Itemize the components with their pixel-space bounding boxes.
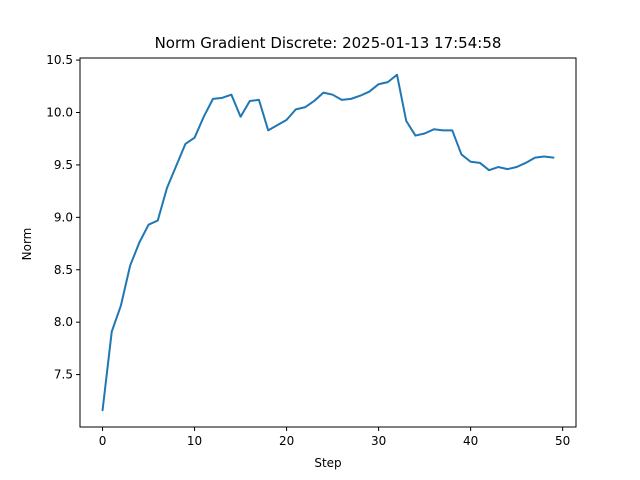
x-tick-label: 50 [555, 434, 570, 448]
series-line [101, 73, 555, 412]
y-tick-label: 7.5 [54, 368, 73, 382]
y-axis-label: Norm [20, 228, 34, 261]
x-axis-label: Step [314, 456, 341, 470]
x-tick-label: 0 [99, 434, 107, 448]
tick-group: 0 10 20 30 40 50 7.5 8.0 8.5 9.0 9.5 10.0 10.5 [46, 53, 570, 448]
y-tick-label: 8.5 [54, 263, 73, 277]
y-tick-label: 10.0 [46, 106, 73, 120]
x-tick-label: 10 [187, 434, 202, 448]
y-tick-label: 8.0 [54, 315, 73, 329]
y-tick-label: 9.5 [54, 158, 73, 172]
y-tick-label: 9.0 [54, 210, 73, 224]
axes-frame [79, 57, 577, 428]
chart-title: Norm Gradient Discrete: 2025-01-13 17:54… [155, 34, 502, 52]
y-tick-label: 10.5 [46, 53, 73, 67]
x-tick-label: 20 [279, 434, 294, 448]
x-tick-label: 40 [463, 434, 478, 448]
x-tick-label: 30 [371, 434, 386, 448]
